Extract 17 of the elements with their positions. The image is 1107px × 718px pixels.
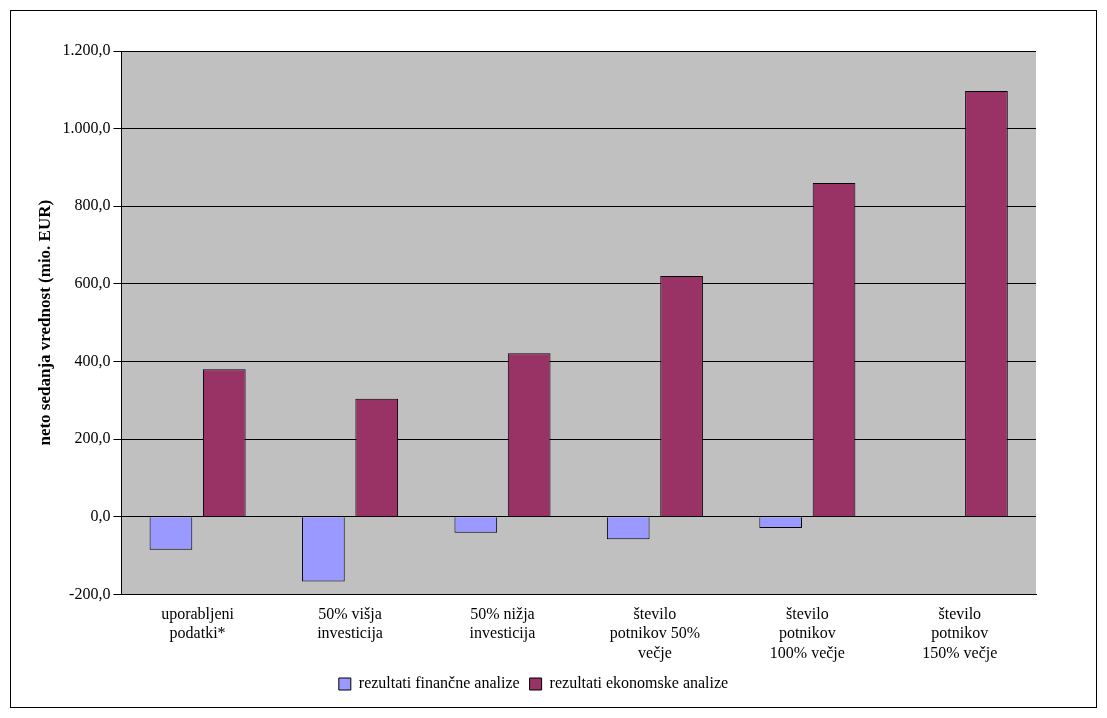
y-tick-label: -200,0 xyxy=(69,584,111,602)
y-tick-label: 200,0 xyxy=(74,429,111,447)
y-tick-label: 600,0 xyxy=(74,274,111,292)
y-tick-label: 800,0 xyxy=(74,196,111,214)
x-tick-label: uporabljeni podatki* xyxy=(161,605,235,643)
x-tick-label: število potnikov 100% večje xyxy=(769,605,845,662)
legend-label: rezultati finančne analize xyxy=(358,674,520,692)
y-tick-label: 400,0 xyxy=(74,351,111,369)
y-tick-label: 1.000,0 xyxy=(62,118,111,136)
x-tick-label: število potnikov 150% večje xyxy=(922,605,998,662)
x-tick-label: 50% višja investicija xyxy=(317,605,383,643)
y-axis-title: neto sedanja vrednost (mio. EUR) xyxy=(34,199,54,446)
x-tick-label: število potnikov 50% večje xyxy=(609,605,701,662)
legend-label: rezultati ekonomske analize xyxy=(549,674,729,692)
y-tick-label: 1.200,0 xyxy=(62,41,111,59)
x-tick-label: 50% nižja investicija xyxy=(469,605,536,643)
y-tick-label: 0,0 xyxy=(90,506,111,524)
